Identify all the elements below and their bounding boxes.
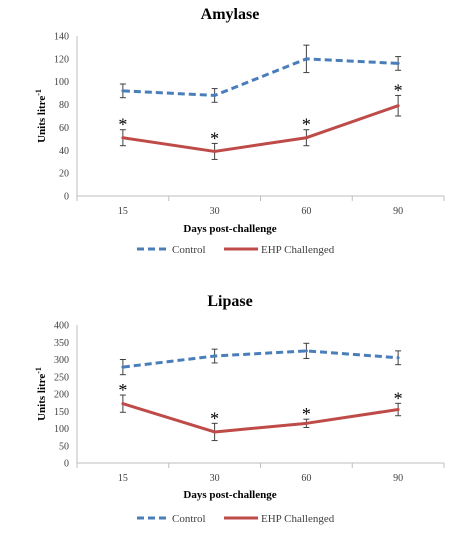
y-tick-label: 0: [64, 192, 69, 203]
control-data-point: [213, 354, 217, 358]
y-tick-label: 100: [54, 424, 69, 435]
challenged-data-point: [304, 136, 308, 140]
x-tick-label: 60: [301, 206, 311, 217]
y-tick-label: 50: [59, 441, 69, 452]
y-tick-label: 20: [59, 169, 69, 180]
y-tick-label: 400: [54, 321, 69, 332]
x-tick-label: 30: [210, 206, 220, 217]
control-data-point: [304, 57, 308, 61]
y-tick-label: 350: [54, 338, 69, 349]
lipase-chart: Lipase 0 50 100 150 200 250 300 350 400 15 30 60 90 Da…: [0, 285, 460, 553]
legend-label-control: Control: [172, 513, 206, 525]
control-data-point: [121, 365, 125, 369]
y-axis-title-superscript: -1: [34, 367, 43, 374]
control-data-point: [213, 93, 217, 97]
y-tick-label: 150: [54, 407, 69, 418]
y-tick-label: 200: [54, 390, 69, 401]
amylase-chart: Amylase 0 20 40 60 80 100 120 140 15 30 60 90 Days po…: [0, 0, 460, 268]
significance-star: *: [302, 404, 311, 424]
x-tick-label: 60: [301, 473, 311, 484]
chart-legend: Control EHP Challenged: [137, 244, 335, 256]
lipase-chart-svg: Lipase 0 50 100 150 200 250 300 350 400 15 30 60 90 Da…: [34, 293, 445, 525]
y-axis-title-superscript: -1: [34, 89, 43, 96]
y-axis-title: Units litre-1: [34, 367, 48, 421]
control-series-line: [122, 349, 399, 369]
challenged-series-line: [122, 402, 399, 434]
control-data-point: [304, 349, 308, 353]
legend-label-challenged: EHP Challenged: [261, 244, 335, 256]
y-tick-label: 140: [54, 32, 69, 43]
y-axis-title-text: Units litre: [36, 374, 48, 421]
challenged-data-point: [304, 421, 308, 425]
challenged-data-point: [396, 408, 400, 412]
y-axis-title: Units litre-1: [34, 89, 48, 143]
legend-label-control: Control: [172, 244, 206, 256]
significance-star: *: [118, 380, 127, 400]
amylase-chart-svg: Amylase 0 20 40 60 80 100 120 140 15 30 60 90 Days po…: [34, 6, 445, 256]
x-axis-title: Days post-challenge: [183, 223, 276, 235]
y-tick-label: 100: [54, 77, 69, 88]
y-tick-label: 40: [59, 146, 69, 157]
control-data-point: [396, 61, 400, 65]
significance-star: *: [302, 115, 311, 135]
challenged-data-point: [396, 104, 400, 108]
y-tick-label: 60: [59, 123, 69, 134]
y-tick-label: 80: [59, 100, 69, 111]
challenged-data-point: [121, 136, 125, 140]
x-tick-label: 15: [118, 473, 128, 484]
y-tick-label: 250: [54, 372, 69, 383]
y-tick-label: 0: [64, 459, 69, 470]
x-tick-label: 30: [210, 473, 220, 484]
y-tick-label: 120: [54, 54, 69, 65]
chart-title: Amylase: [201, 6, 260, 23]
challenged-data-point: [213, 430, 217, 434]
x-tick-label: 15: [118, 206, 128, 217]
x-tick-label: 90: [393, 206, 403, 217]
x-axis-title: Days post-challenge: [183, 489, 276, 501]
chart-legend: Control EHP Challenged: [137, 513, 335, 525]
challenged-data-point: [121, 402, 125, 406]
significance-star: *: [210, 128, 219, 148]
challenged-data-point: [213, 149, 217, 153]
significance-star: *: [210, 408, 219, 428]
significance-star: *: [394, 80, 403, 100]
significance-star: *: [118, 115, 127, 135]
control-data-point: [121, 89, 125, 93]
legend-label-challenged: EHP Challenged: [261, 513, 335, 525]
significance-star: *: [394, 388, 403, 408]
y-tick-label: 300: [54, 355, 69, 366]
chart-title: Lipase: [207, 293, 252, 310]
challenged-series-line: [122, 104, 399, 153]
x-tick-label: 90: [393, 473, 403, 484]
control-data-point: [396, 356, 400, 360]
y-axis-title-text: Units litre: [36, 96, 48, 143]
control-series-line: [122, 57, 399, 97]
